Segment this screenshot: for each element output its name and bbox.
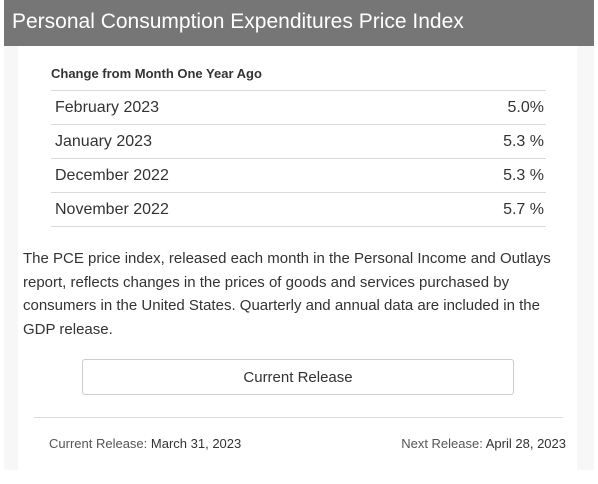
widget-title: Personal Consumption Expenditures Price … — [4, 0, 594, 46]
table-row: December 2022 5.3 % — [51, 159, 546, 193]
table-subtitle: Change from Month One Year Ago — [51, 66, 262, 81]
table-row: February 2023 5.0% — [51, 91, 546, 125]
data-table: February 2023 5.0% January 2023 5.3 % De… — [51, 90, 546, 227]
widget-content: Change from Month One Year Ago February … — [18, 46, 577, 470]
current-release-info: Current Release: March 31, 2023 — [49, 436, 241, 451]
row-value: 5.3 % — [503, 166, 544, 184]
table-row: November 2022 5.7 % — [51, 193, 546, 227]
row-label: February 2023 — [55, 98, 160, 116]
current-release-button[interactable]: Current Release — [82, 359, 514, 395]
next-release-info: Next Release: April 28, 2023 — [401, 436, 566, 451]
next-release-label: Next Release: — [401, 436, 483, 451]
row-value: 5.0% — [507, 98, 544, 116]
pce-widget: Personal Consumption Expenditures Price … — [4, 0, 594, 470]
current-release-date: March 31, 2023 — [150, 436, 242, 451]
row-label: November 2022 — [55, 200, 169, 218]
divider — [34, 417, 563, 418]
next-release-date: April 28, 2023 — [485, 436, 566, 451]
row-value: 5.7 % — [503, 200, 544, 218]
row-value: 5.3 % — [503, 132, 544, 150]
description-text: The PCE price index, released each month… — [23, 250, 551, 338]
current-release-label: Current Release: — [49, 436, 148, 451]
table-row: January 2023 5.3 % — [51, 125, 546, 159]
row-label: December 2022 — [55, 166, 169, 184]
row-label: January 2023 — [55, 132, 152, 150]
